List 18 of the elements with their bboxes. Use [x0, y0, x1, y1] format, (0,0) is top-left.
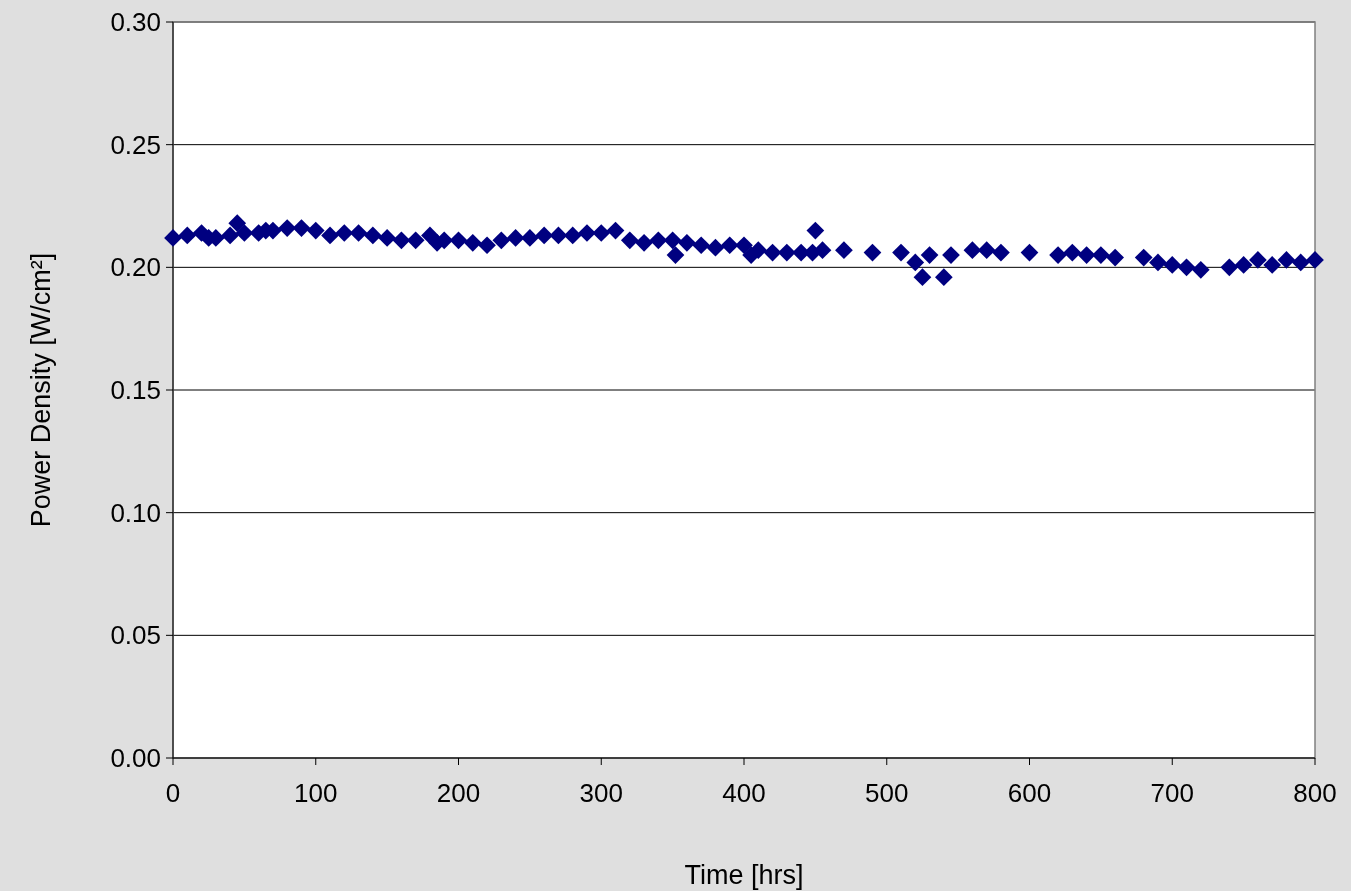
x-tick-label: 400 [722, 778, 766, 808]
x-tick-label: 200 [436, 778, 481, 808]
y-tick-label: 0.00 [110, 743, 161, 774]
x-tick-label: 600 [1007, 778, 1052, 808]
y-tick-label: 0.20 [110, 252, 161, 283]
x-tick-label: 100 [294, 778, 338, 808]
y-tick-label: 0.10 [110, 497, 161, 528]
x-tick-label: 0 [165, 778, 181, 808]
x-tick-label: 300 [579, 778, 623, 808]
x-axis-title: Time [hrs] [684, 860, 804, 890]
y-tick-label: 0.30 [110, 7, 161, 38]
y-axis-title: Power Density [W/cm²] [26, 252, 56, 528]
x-tick-label: 800 [1293, 778, 1337, 808]
x-tick-label: 500 [865, 778, 909, 808]
y-tick-label: 0.15 [110, 375, 161, 406]
y-tick-label: 0.05 [110, 620, 161, 651]
y-tick-label: 0.25 [110, 129, 161, 160]
x-tick-label: 700 [1150, 778, 1194, 808]
